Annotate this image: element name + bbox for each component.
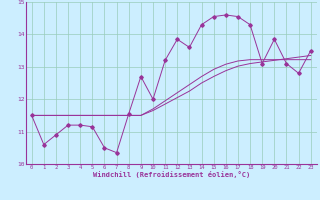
X-axis label: Windchill (Refroidissement éolien,°C): Windchill (Refroidissement éolien,°C) <box>92 171 250 178</box>
